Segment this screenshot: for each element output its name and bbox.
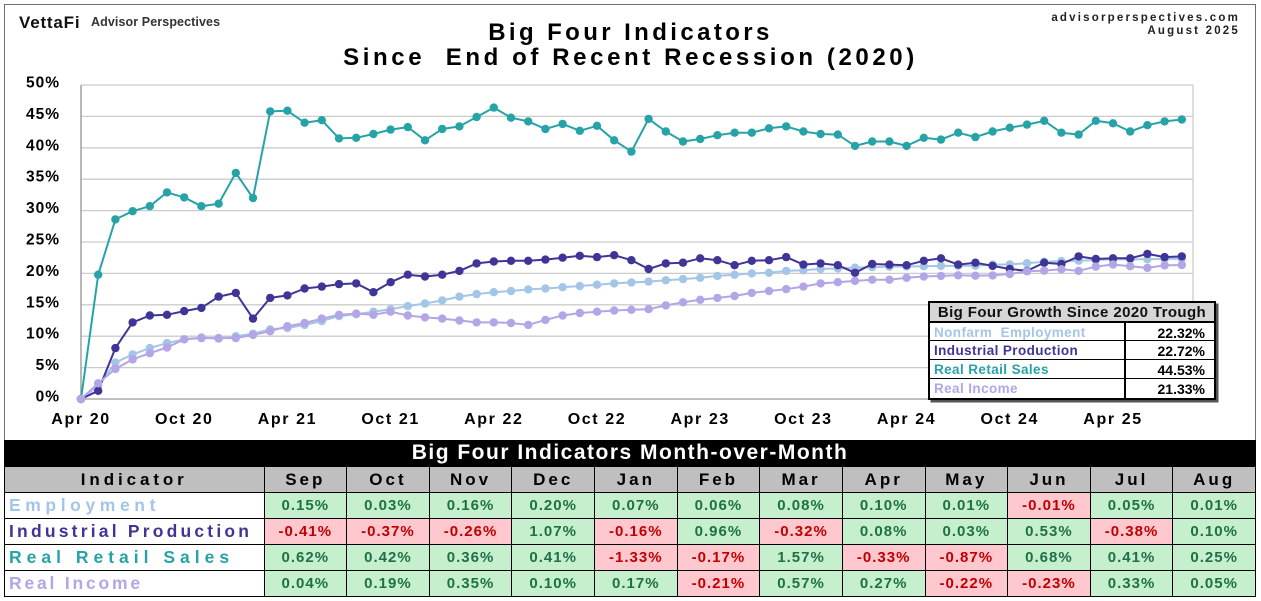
svg-text:30%: 30% — [26, 200, 60, 217]
svg-text:15%: 15% — [26, 294, 60, 311]
svg-text:0%: 0% — [36, 389, 60, 406]
svg-text:Oct 22: Oct 22 — [568, 411, 627, 428]
svg-text:25%: 25% — [26, 232, 60, 249]
svg-text:45%: 45% — [26, 106, 60, 123]
svg-text:35%: 35% — [26, 169, 60, 186]
svg-text:Oct 24: Oct 24 — [981, 411, 1040, 428]
svg-text:Apr 23: Apr 23 — [670, 411, 729, 428]
svg-text:Oct 21: Oct 21 — [361, 411, 420, 428]
svg-text:Apr 20: Apr 20 — [51, 411, 110, 428]
svg-text:Oct 23: Oct 23 — [774, 411, 833, 428]
svg-text:Apr 22: Apr 22 — [464, 411, 523, 428]
svg-text:Apr 25: Apr 25 — [1083, 411, 1142, 428]
svg-text:5%: 5% — [36, 357, 60, 374]
svg-text:40%: 40% — [26, 137, 60, 154]
svg-text:20%: 20% — [26, 263, 60, 280]
svg-text:Oct 20: Oct 20 — [155, 411, 214, 428]
svg-text:50%: 50% — [26, 75, 60, 92]
svg-text:10%: 10% — [26, 326, 60, 343]
svg-text:Apr 24: Apr 24 — [877, 411, 936, 428]
svg-text:Apr 21: Apr 21 — [258, 411, 317, 428]
